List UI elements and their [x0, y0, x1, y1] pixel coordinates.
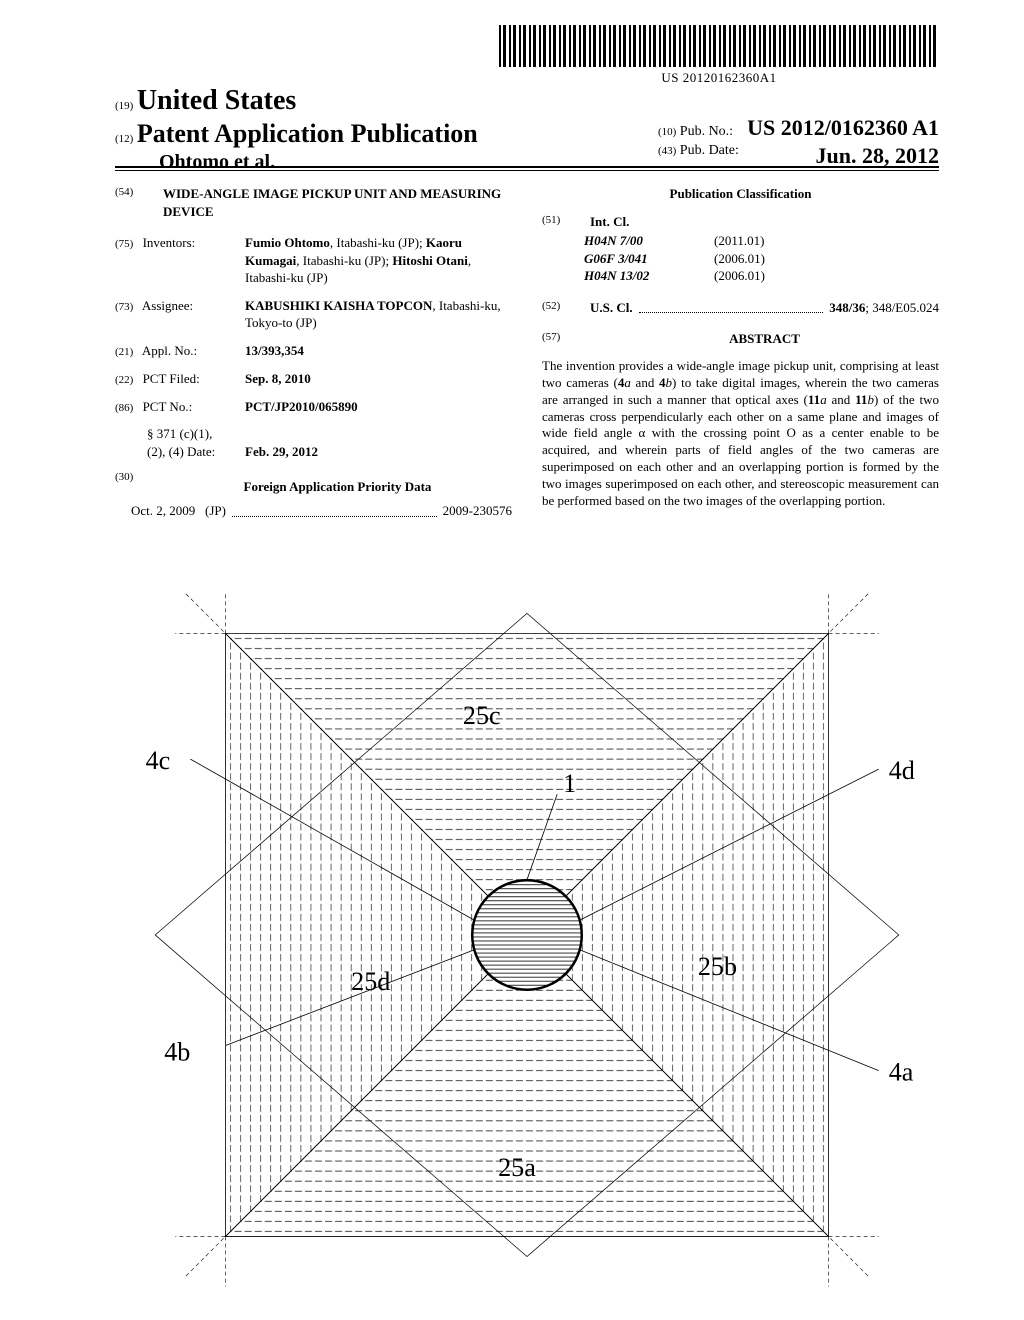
- foreign-header: Foreign Application Priority Data: [163, 478, 512, 496]
- inventors-label: Inventors:: [143, 235, 196, 250]
- right-column: Publication Classification (51) Int. Cl.…: [542, 185, 939, 520]
- s371-value: Feb. 29, 2012: [245, 425, 512, 460]
- pub-number: US 2012/0162360 A1: [747, 115, 939, 140]
- applno-num: (21): [115, 346, 133, 358]
- s371-label2: (2), (4) Date:: [147, 443, 245, 461]
- abstract-num: (57): [542, 330, 584, 358]
- class-code: H04N 13/02: [584, 267, 714, 285]
- dots: [639, 299, 824, 314]
- pubno-label: Pub. No.:: [680, 124, 733, 139]
- assignee-label: Assignee:: [142, 298, 193, 313]
- figure: 1 25c 25b 25a 25d 4a 4b 4c 4d: [115, 590, 939, 1300]
- label-4d: 4d: [889, 756, 915, 785]
- foreign-country: (JP): [205, 502, 226, 520]
- foreign-priority-section: (30) Foreign Application Priority Data O…: [115, 470, 512, 519]
- uscl-num: (52): [542, 299, 584, 317]
- uscl-label: U.S. Cl.: [590, 299, 633, 317]
- inventors-num: (75): [115, 238, 133, 250]
- class-row: G06F 3/041 (2006.01): [584, 250, 939, 268]
- intcl-num: (51): [542, 213, 584, 231]
- classification-header: Publication Classification: [542, 185, 939, 203]
- figure-svg: 1 25c 25b 25a 25d 4a 4b 4c 4d: [115, 590, 939, 1300]
- barcode-pub-number: US 20120162360A1: [499, 70, 939, 86]
- s371-label1: § 371 (c)(1),: [147, 425, 245, 443]
- foreign-date: Oct. 2, 2009: [115, 502, 205, 520]
- pctno-label: PCT No.:: [143, 399, 193, 414]
- header-right: (10) Pub. No.: US 2012/0162360 A1 (43) P…: [658, 85, 939, 169]
- pubtype-num: (12): [115, 133, 133, 145]
- assignee-num: (73): [115, 301, 133, 313]
- left-column: (54) WIDE-ANGLE IMAGE PICKUP UNIT AND ME…: [115, 185, 512, 520]
- title-field: (54) WIDE-ANGLE IMAGE PICKUP UNIT AND ME…: [115, 185, 512, 220]
- assignee-field: (73) Assignee: KABUSHIKI KAISHA TOPCON, …: [115, 297, 512, 332]
- class-row: H04N 7/00 (2011.01): [584, 232, 939, 250]
- title-num: (54): [115, 185, 157, 220]
- class-date: (2011.01): [714, 232, 764, 250]
- header-rule: [115, 166, 939, 171]
- pctno-value: PCT/JP2010/065890: [245, 398, 512, 416]
- pubdate-num: (43): [658, 145, 676, 157]
- s371-field: § 371 (c)(1), (2), (4) Date: Feb. 29, 20…: [115, 425, 512, 460]
- assignee-value: KABUSHIKI KAISHA TOPCON, Itabashi-ku, To…: [245, 297, 512, 332]
- pctno-field: (86) PCT No.: PCT/JP2010/065890: [115, 398, 512, 416]
- intcl-field: (51) Int. Cl.: [542, 213, 939, 231]
- pubno-num: (10): [658, 126, 676, 138]
- foreign-appno: 2009-230576: [443, 502, 512, 520]
- inventors-field: (75) Inventors: Fumio Ohtomo, Itabashi-k…: [115, 234, 512, 287]
- barcode: [499, 25, 939, 67]
- applno-field: (21) Appl. No.: 13/393,354: [115, 342, 512, 360]
- label-4c: 4c: [146, 746, 171, 775]
- invention-title: WIDE-ANGLE IMAGE PICKUP UNIT AND MEASURI…: [163, 185, 512, 220]
- class-date: (2006.01): [714, 250, 765, 268]
- label-25a: 25a: [498, 1153, 536, 1182]
- country-num: (19): [115, 100, 133, 112]
- class-code: G06F 3/041: [584, 250, 714, 268]
- label-25d: 25d: [351, 967, 390, 996]
- label-4a: 4a: [889, 1058, 914, 1087]
- intcl-rows: H04N 7/00 (2011.01) G06F 3/041 (2006.01)…: [542, 232, 939, 285]
- class-date: (2006.01): [714, 267, 765, 285]
- class-code: H04N 7/00: [584, 232, 714, 250]
- intcl-label: Int. Cl.: [590, 213, 629, 231]
- abstract-label: ABSTRACT: [590, 330, 939, 348]
- pctfiled-value: Sep. 8, 2010: [245, 370, 512, 388]
- uscl-value: 348/36; 348/E05.024: [829, 299, 939, 317]
- label-25c: 25c: [463, 701, 501, 730]
- abstract-text: The invention provides a wide-angle imag…: [542, 358, 939, 510]
- pctfiled-label: PCT Filed:: [143, 371, 200, 386]
- publication-type: Patent Application Publication: [137, 119, 478, 148]
- pubdate-label: Pub. Date:: [680, 143, 739, 158]
- dots: [232, 502, 437, 517]
- header-left: (19) United States (12) Patent Applicati…: [115, 85, 478, 174]
- applno-value: 13/393,354: [245, 342, 512, 360]
- foreign-row: Oct. 2, 2009 (JP) 2009-230576: [115, 502, 512, 520]
- foreign-num: (30): [115, 470, 157, 502]
- uscl-field: (52) U.S. Cl. 348/36; 348/E05.024: [542, 299, 939, 317]
- header: (19) United States (12) Patent Applicati…: [115, 85, 939, 174]
- bibliographic-data: (54) WIDE-ANGLE IMAGE PICKUP UNIT AND ME…: [115, 185, 939, 520]
- label-25b: 25b: [698, 952, 737, 981]
- inventors-value: Fumio Ohtomo, Itabashi-ku (JP); Kaoru Ku…: [245, 234, 512, 287]
- label-4b: 4b: [164, 1038, 190, 1067]
- pctfiled-num: (22): [115, 374, 133, 386]
- class-row: H04N 13/02 (2006.01): [584, 267, 939, 285]
- assignee-name: KABUSHIKI KAISHA TOPCON: [245, 298, 432, 313]
- country: United States: [137, 85, 296, 116]
- applno-label: Appl. No.:: [142, 343, 197, 358]
- pctfiled-field: (22) PCT Filed: Sep. 8, 2010: [115, 370, 512, 388]
- label-1: 1: [563, 769, 576, 798]
- barcode-block: US 20120162360A1: [499, 25, 939, 86]
- pctno-num: (86): [115, 402, 133, 414]
